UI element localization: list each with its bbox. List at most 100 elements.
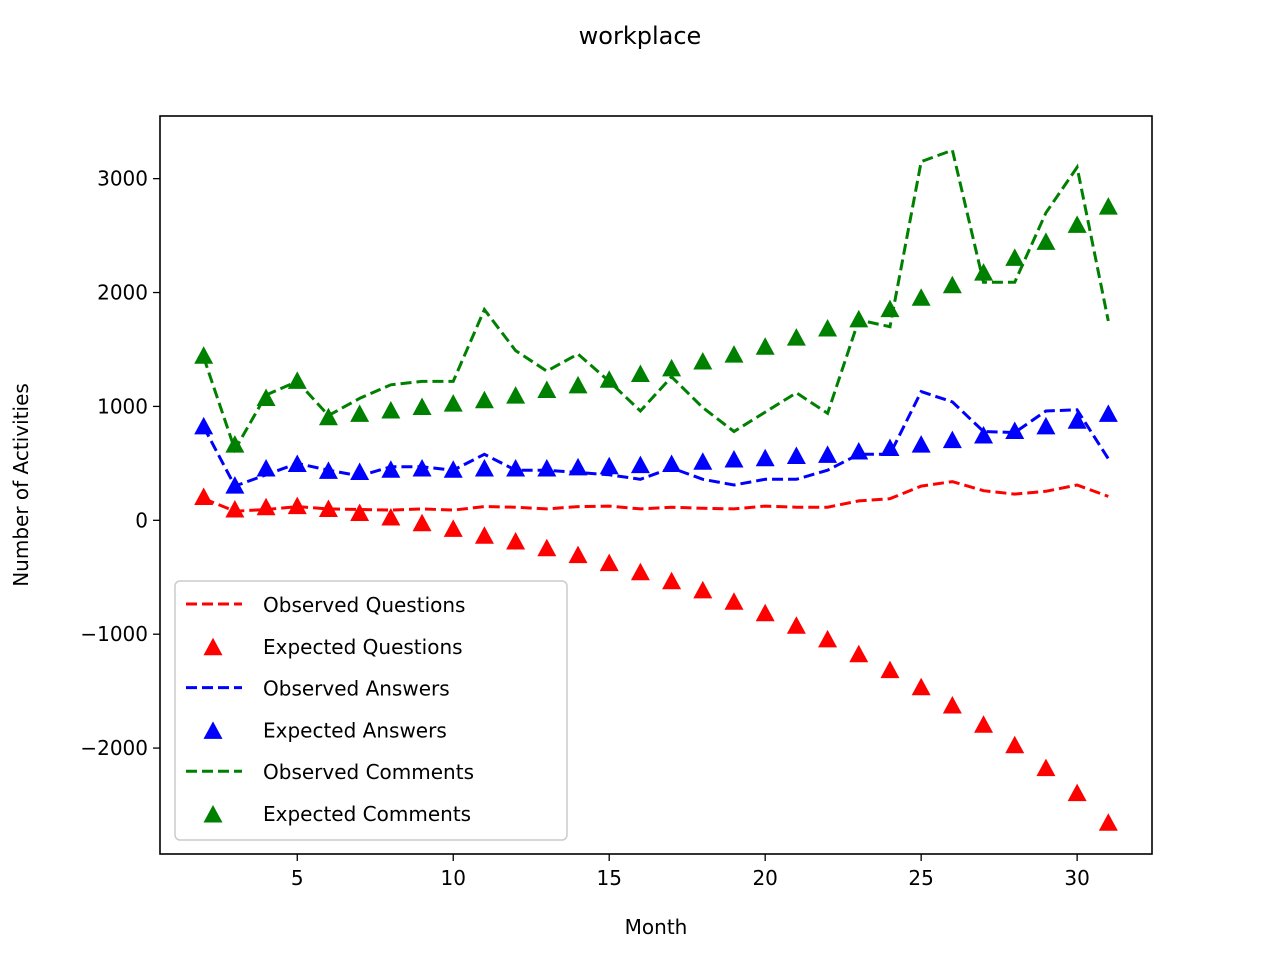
series-5 — [194, 197, 1118, 453]
data-point-marker — [599, 553, 619, 572]
data-point-marker — [225, 476, 245, 494]
series-4 — [202, 148, 1110, 454]
data-point-marker — [537, 459, 557, 477]
data-point-marker — [474, 390, 494, 409]
data-point-marker — [443, 394, 463, 412]
data-point-marker — [381, 460, 401, 478]
data-point-marker — [412, 459, 432, 477]
data-point-marker — [693, 352, 713, 370]
data-point-marker — [256, 497, 276, 516]
data-point-marker — [693, 580, 713, 599]
data-point-marker — [1098, 404, 1118, 422]
y-axis-label: Number of Activities — [9, 383, 33, 587]
data-point-marker — [662, 571, 682, 590]
data-point-marker — [911, 435, 931, 453]
data-point-marker — [412, 513, 432, 532]
data-point-marker — [194, 346, 214, 364]
legend-label: Observed Answers — [263, 677, 450, 701]
x-tick-label: 5 — [291, 866, 304, 890]
data-point-marker — [1036, 416, 1056, 435]
data-point-marker — [381, 508, 401, 526]
legend-label: Expected Comments — [263, 802, 471, 826]
legend-marker-swatch — [203, 805, 223, 823]
axes-frame — [159, 115, 1153, 855]
y-axis-ticks: −2000 −1000 0 1000 2000 3000 — [80, 167, 160, 760]
data-point-marker — [412, 397, 432, 416]
x-tick-label: 25 — [908, 866, 933, 890]
data-point-marker — [911, 677, 931, 696]
data-point-marker — [755, 448, 775, 467]
series-1 — [194, 487, 1118, 831]
x-tick-label: 30 — [1064, 866, 1089, 890]
data-point-marker — [287, 496, 307, 515]
series-line — [202, 389, 1110, 488]
data-point-marker — [287, 371, 307, 389]
chart-title: workplace — [579, 22, 702, 50]
data-point-marker — [568, 457, 588, 476]
data-point-marker — [287, 454, 307, 472]
legend-marker-swatch — [203, 637, 223, 656]
y-tick-label: 0 — [135, 508, 148, 532]
data-point-marker — [880, 299, 900, 318]
data-point-marker — [724, 449, 744, 468]
data-point-marker — [818, 445, 838, 463]
data-point-marker — [194, 416, 214, 435]
data-point-marker — [256, 459, 276, 477]
series-3 — [194, 404, 1118, 494]
data-point-marker — [225, 500, 245, 518]
series-2 — [202, 389, 1110, 488]
data-point-marker — [443, 460, 463, 478]
data-point-marker — [506, 386, 526, 404]
data-point-marker — [662, 454, 682, 472]
data-point-marker — [880, 438, 900, 457]
data-point-marker — [1005, 421, 1025, 439]
data-point-marker — [849, 644, 869, 663]
data-point-marker — [1098, 813, 1118, 831]
data-point-marker — [849, 309, 869, 328]
data-point-marker — [350, 404, 370, 422]
plot-area: 5 10 15 20 25 30 −2000 −1000 0 1000 2000 3000 — [80, 115, 1153, 890]
data-point-marker — [818, 629, 838, 648]
data-point-marker — [1067, 411, 1087, 429]
data-point-marker — [1098, 197, 1118, 215]
data-point-marker — [880, 660, 900, 679]
x-tick-label: 10 — [441, 866, 466, 890]
legend-label: Observed Questions — [263, 593, 465, 617]
data-point-marker — [942, 275, 962, 294]
data-point-marker — [755, 337, 775, 355]
data-point-marker — [318, 407, 338, 426]
data-point-marker — [662, 358, 682, 377]
x-axis-ticks: 5 10 15 20 25 30 — [291, 854, 1090, 890]
data-point-marker — [786, 328, 806, 346]
data-point-marker — [474, 459, 494, 477]
data-point-marker — [506, 531, 526, 550]
data-point-marker — [974, 426, 994, 444]
legend-label: Expected Questions — [263, 635, 463, 659]
data-point-marker — [1005, 735, 1025, 754]
legend-box — [174, 580, 568, 841]
y-tick-label: 1000 — [97, 394, 148, 418]
data-point-marker — [537, 538, 557, 557]
data-point-marker — [599, 456, 619, 475]
data-point-marker — [194, 487, 214, 506]
series-0 — [203, 480, 1109, 513]
data-point-marker — [849, 441, 869, 460]
data-point-marker — [506, 459, 526, 477]
data-point-marker — [568, 545, 588, 564]
data-point-marker — [1036, 232, 1056, 250]
legend-label: Expected Answers — [263, 718, 447, 742]
data-point-marker — [1036, 758, 1056, 777]
data-point-marker — [443, 519, 463, 537]
legend: Observed Questions Expected Questions Obse… — [174, 580, 568, 841]
y-tick-label: −1000 — [80, 622, 148, 646]
data-point-marker — [318, 499, 338, 517]
data-point-marker — [1067, 215, 1087, 233]
data-point-marker — [724, 592, 744, 610]
data-point-marker — [1005, 248, 1025, 266]
series-line — [202, 148, 1110, 454]
data-point-marker — [537, 380, 557, 398]
data-point-marker — [318, 461, 338, 479]
data-point-marker — [350, 462, 370, 480]
data-point-marker — [599, 370, 619, 388]
